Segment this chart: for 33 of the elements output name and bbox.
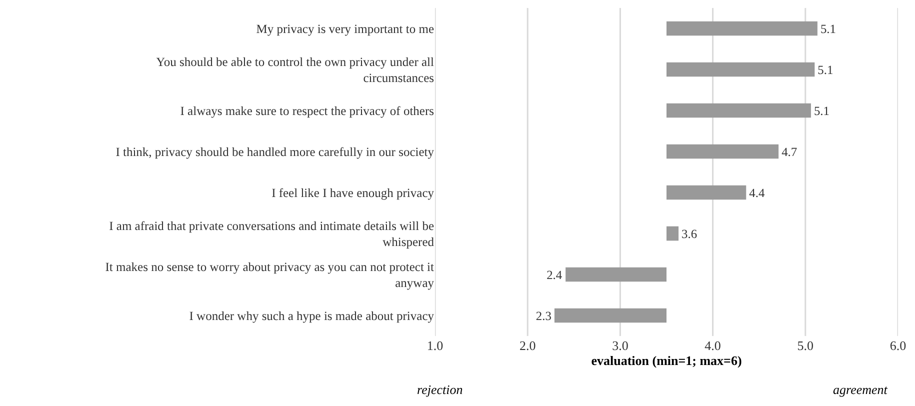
y-tick-label: I wonder why such a hype is made about privacy: [189, 308, 435, 323]
bar: [666, 185, 746, 200]
bar: [666, 103, 811, 118]
bar: [666, 62, 815, 77]
y-tick-label: It makes no sense to worry about privacy as you can not protect it anyway: [105, 260, 435, 290]
bar: [666, 21, 818, 36]
bar: [666, 144, 779, 159]
bar: [554, 308, 666, 323]
y-tick-label: I always make sure to respect the privacy of others: [180, 104, 434, 118]
bar: [566, 267, 666, 282]
y-tick-label: You should be able to control the own privacy under all circumstances: [156, 54, 435, 85]
x-tick-label: 4.0: [704, 338, 721, 353]
data-label: 4.7: [782, 144, 798, 159]
bar: [666, 226, 679, 241]
x-tick-label: 3.0: [612, 338, 628, 353]
data-label: 4.4: [749, 186, 766, 200]
data-label: 5.1: [814, 104, 830, 118]
data-label: 2.4: [546, 268, 563, 282]
data-label: 5.1: [820, 22, 836, 36]
y-tick-label: I am afraid that private conversations and intimate details will be whispered: [109, 218, 435, 249]
x-tick-label: 6.0: [890, 338, 906, 353]
text: agreement: [833, 382, 888, 397]
y-tick-label: My privacy is very important to me: [256, 22, 434, 36]
x-axis-title: evaluation (min=1; max=6): [591, 353, 742, 368]
data-label: 5.1: [818, 62, 834, 77]
data-label: 3.6: [682, 226, 698, 241]
x-tick-label: 5.0: [797, 338, 814, 353]
x-tick-label: 2.0: [519, 338, 536, 353]
y-tick-label: I feel like I have enough privacy: [272, 186, 435, 200]
data-label: 2.3: [536, 308, 552, 323]
x-tick-label: 1.0: [426, 338, 444, 353]
text: rejection: [417, 382, 463, 397]
y-tick-label: I think, privacy should be handled more carefully in our society: [116, 144, 435, 159]
